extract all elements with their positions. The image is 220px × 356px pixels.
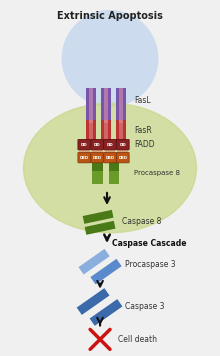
FancyBboxPatch shape [104,139,116,150]
Text: Caspase 8: Caspase 8 [122,217,161,226]
Text: FasL: FasL [134,96,150,105]
Bar [79,249,110,274]
Bar [77,288,110,315]
FancyBboxPatch shape [117,152,129,163]
Text: FasR: FasR [134,126,152,135]
FancyBboxPatch shape [91,152,103,163]
Bar [90,259,122,284]
Bar [86,88,96,123]
Bar [108,171,119,184]
Circle shape [62,11,158,106]
Bar [92,171,103,184]
Text: DD: DD [107,143,113,147]
Bar [83,210,114,224]
Text: Caspase Cascade: Caspase Cascade [112,239,187,248]
Bar [86,120,96,142]
Bar [101,120,111,142]
Text: Caspase 3: Caspase 3 [125,302,164,311]
Bar [85,221,116,235]
Bar [104,88,108,123]
Bar [89,88,93,123]
Bar [79,148,90,154]
Bar [92,162,103,171]
FancyBboxPatch shape [104,152,116,163]
FancyBboxPatch shape [78,139,90,150]
Text: FADD: FADD [134,140,154,149]
Bar [90,299,122,326]
Text: DED: DED [105,156,115,159]
Bar [117,148,128,154]
Bar [104,120,108,142]
Text: DD: DD [94,143,101,147]
Bar [108,162,119,171]
Bar [119,88,123,123]
Text: DED: DED [118,156,127,159]
Text: DED: DED [80,156,89,159]
Bar [119,120,123,142]
Bar [116,88,126,123]
Text: DED: DED [93,156,102,159]
Text: Cell death: Cell death [118,335,157,344]
Bar [116,120,126,142]
Text: Extrinsic Apoptosis: Extrinsic Apoptosis [57,11,163,21]
Bar [92,148,103,154]
Text: Procaspase 8: Procaspase 8 [134,170,180,176]
Text: DD: DD [119,143,126,147]
Text: DD: DD [81,143,88,147]
Text: Procaspase 3: Procaspase 3 [125,260,176,269]
FancyBboxPatch shape [117,139,129,150]
FancyBboxPatch shape [78,152,90,163]
Bar [104,148,116,154]
Bar [89,120,93,142]
FancyBboxPatch shape [91,139,103,150]
Bar [101,88,111,123]
Ellipse shape [24,103,196,233]
